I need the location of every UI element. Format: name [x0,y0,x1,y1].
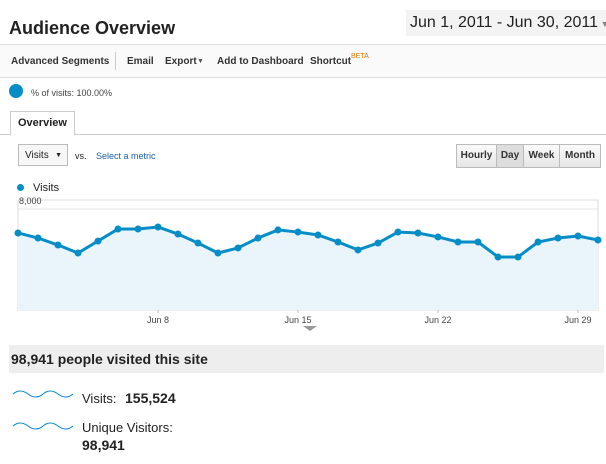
metric-value: 98,941 [82,437,125,453]
sparklines [12,390,74,430]
sparkline [12,390,74,398]
y-tick-label: 8,000 [19,196,42,206]
select-metric[interactable]: Select a metric [96,151,156,161]
point [174,230,182,238]
date-range-text: Jun 1, 2011 - Jun 30, 2011 [410,14,598,31]
point [194,239,202,247]
sparkline [12,422,74,430]
area [18,227,598,310]
point [594,236,602,244]
toolbar-item[interactable]: Export [165,56,197,67]
point [494,253,502,261]
point [574,232,582,240]
segment-icon [9,84,23,98]
point [414,229,422,237]
legend-dot [17,184,24,191]
point [154,223,162,231]
beta-badge: BETA [351,53,369,60]
point [114,225,122,233]
page-title: Audience Overview [9,18,176,38]
point [394,228,402,236]
metric-text: Visits [25,150,49,161]
point [234,244,242,252]
point [354,246,362,254]
segment-label: % of visits: 100.00% [31,88,113,98]
point [514,253,522,261]
vs-label: vs. [75,151,87,161]
date-range[interactable]: Jun 1, 2011 - Jun 30, 2011 ▼ [406,10,606,36]
point [94,237,102,245]
x-tick-label: Jun 15 [284,315,311,325]
point [254,234,262,242]
point [374,239,382,247]
hourly-button[interactable]: Hourly [456,144,497,168]
toolbar-item[interactable]: Advanced Segments [11,56,110,67]
toolbar [0,44,606,78]
point [454,238,462,246]
point [34,234,42,242]
point [334,238,342,246]
x-tick-label: Jun 8 [147,315,169,325]
metric-label: Unique Visitors: [82,420,173,435]
point [74,249,82,257]
point [214,249,222,257]
point [434,233,442,241]
metric-dropdown[interactable]: Visits ▼ [18,144,68,166]
summary-bar: 98,941 people visited this site [9,345,604,373]
toolbar-item[interactable]: Shortcut [310,56,352,67]
point [474,238,482,246]
x-tick-label: Jun 22 [424,315,451,325]
point [314,231,322,239]
legend-label: Visits [33,182,60,194]
point [554,234,562,242]
toolbar-item[interactable]: Email [127,56,154,67]
week-button[interactable]: Week [523,144,560,168]
tab[interactable]: Overview [10,111,75,136]
point [294,228,302,236]
point [274,226,282,234]
day-button[interactable]: Day [496,144,524,168]
point [134,225,142,233]
point [534,238,542,246]
metric-label: Visits: [82,391,117,406]
x-tick-label: Jun 29 [564,315,591,325]
metric-value: 155,524 [125,390,176,406]
chart-handle [303,326,317,331]
point [14,229,22,237]
toolbar-item[interactable]: Add to Dashboard [217,56,304,67]
month-button[interactable]: Month [559,144,601,168]
summary-text: 98,941 people visited this site [11,351,208,367]
point [54,241,62,249]
